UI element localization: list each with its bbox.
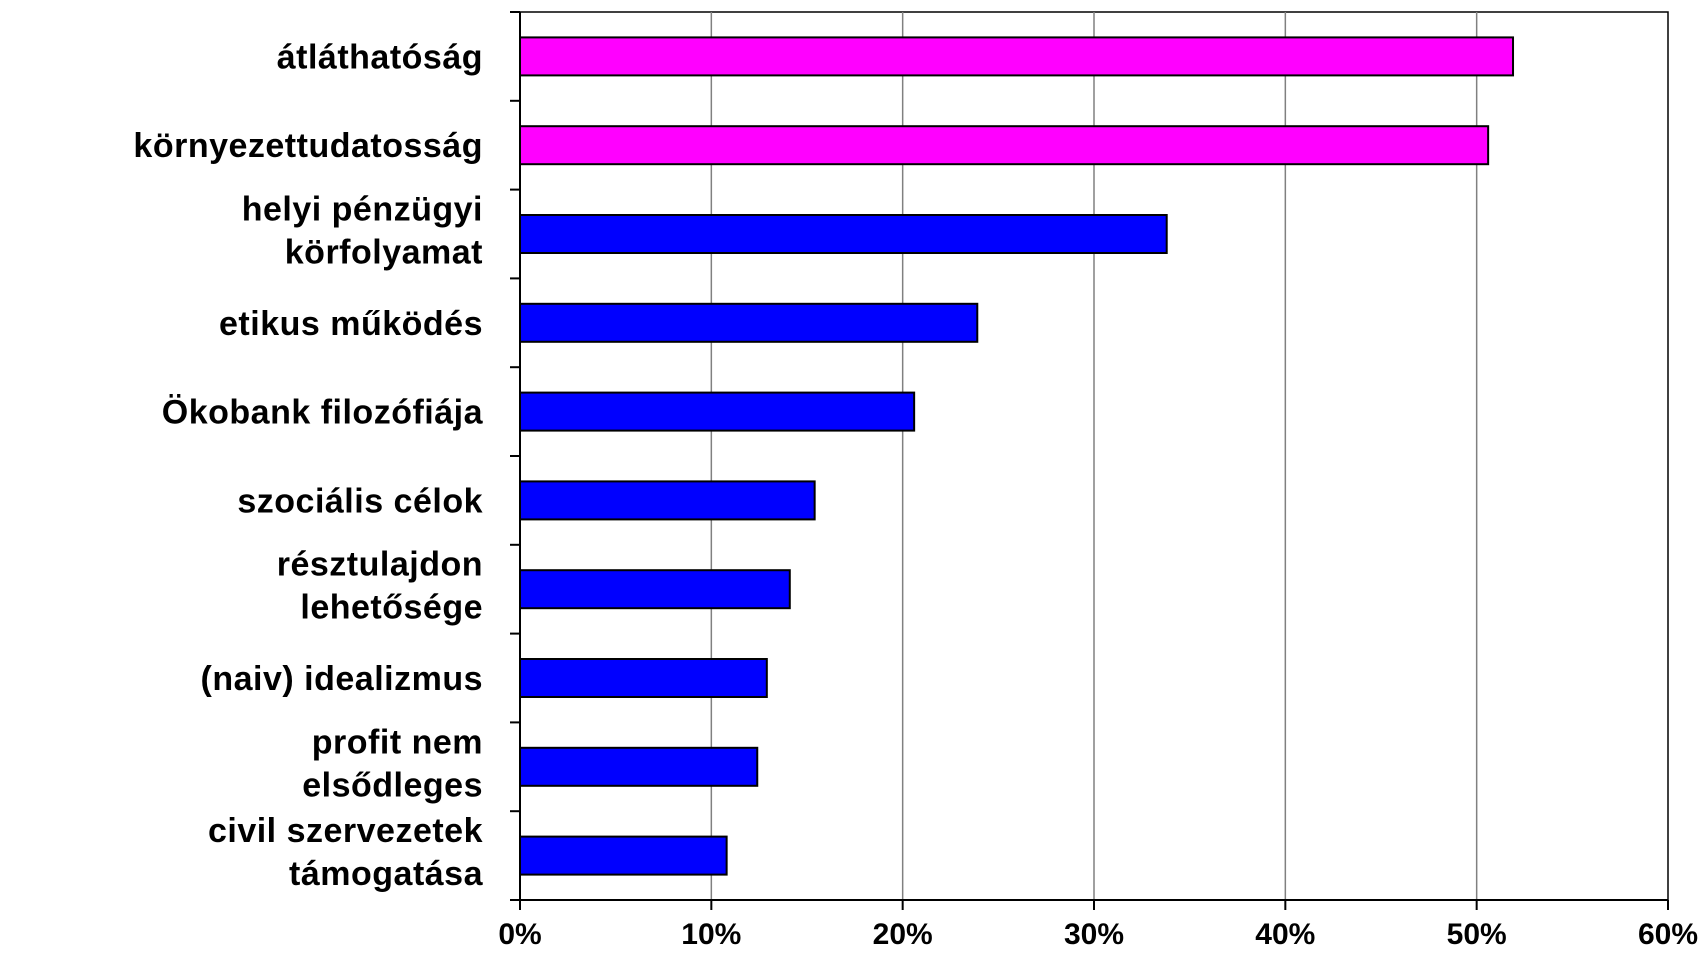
category-label-line: helyi pénzügyi xyxy=(242,191,483,229)
bar xyxy=(519,214,1168,254)
category-label-line: civil szervezetek xyxy=(208,812,483,850)
bar xyxy=(519,569,791,610)
category-label: civil szervezetek támogatása xyxy=(208,812,484,893)
category-label: résztulajdon lehetősége xyxy=(277,546,483,627)
bar xyxy=(519,302,979,343)
bar xyxy=(519,391,916,432)
category-label-line: profit nem xyxy=(312,723,483,761)
category-label: profit nem elsődleges xyxy=(302,723,483,804)
category-label: Ökobank filozófiája xyxy=(162,394,484,432)
category-label-line: átláthatóság xyxy=(277,38,483,76)
x-tick-label: 20% xyxy=(873,918,933,951)
category-label: szociális célok xyxy=(237,482,483,520)
category-label: környezettudatosság xyxy=(133,127,483,165)
category-label-line: elsődleges xyxy=(302,766,483,804)
bar xyxy=(519,480,816,521)
category-label: átláthatóság xyxy=(277,38,483,76)
axes xyxy=(510,11,1669,910)
x-tick-label: 50% xyxy=(1447,918,1507,951)
category-label-line: támogatása xyxy=(289,855,484,893)
category-label-line: lehetősége xyxy=(300,589,483,627)
category-label-line: körfolyamat xyxy=(285,234,483,272)
x-tick-label: 10% xyxy=(681,918,741,951)
bar xyxy=(519,125,1490,166)
category-labels: átláthatóság környezettudatosság helyi pén… xyxy=(133,38,483,893)
bar xyxy=(519,835,728,876)
category-label: etikus működés xyxy=(219,305,483,343)
bar xyxy=(519,746,759,787)
x-tick-labels: 0% 10% 20% 30% 40% 50% 60% xyxy=(498,918,1698,951)
category-label-line: (naiv) idealizmus xyxy=(201,660,483,698)
category-label-line: szociális célok xyxy=(237,482,483,520)
x-tick-label: 40% xyxy=(1255,918,1315,951)
category-label: (naiv) idealizmus xyxy=(201,660,483,698)
category-label-line: Ökobank filozófiája xyxy=(162,394,484,432)
x-tick-label: 60% xyxy=(1638,918,1698,951)
category-label-line: környezettudatosság xyxy=(133,127,483,165)
category-label: helyi pénzügyi körfolyamat xyxy=(242,191,483,272)
bar xyxy=(519,36,1515,77)
category-label-line: résztulajdon xyxy=(277,546,483,584)
x-tick-label: 0% xyxy=(498,918,541,951)
category-label-line: etikus működés xyxy=(219,305,483,343)
bar xyxy=(519,658,768,698)
x-tick-label: 30% xyxy=(1064,918,1124,951)
